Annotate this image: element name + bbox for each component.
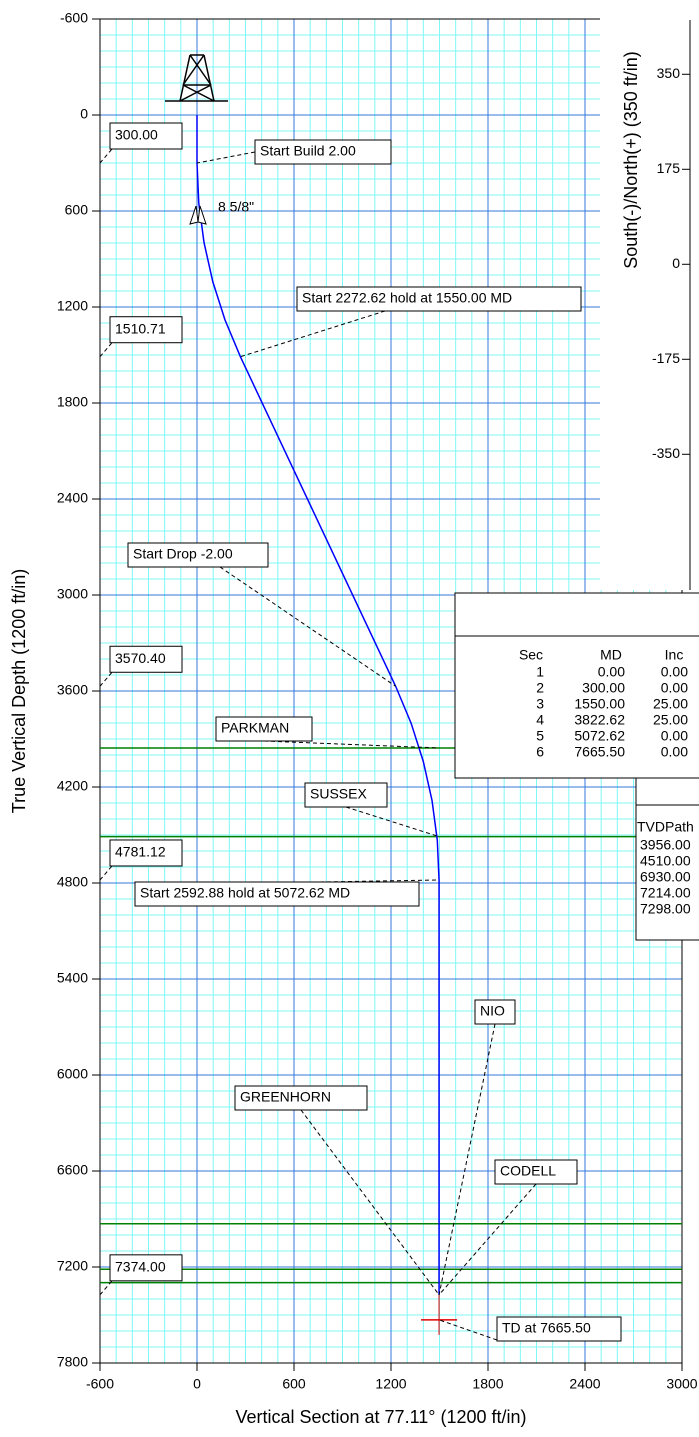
table-cell: 0.00 xyxy=(661,728,688,744)
leader xyxy=(346,807,439,837)
table-cell: 7665.50 xyxy=(574,744,625,760)
table-cell: 3822.62 xyxy=(574,712,625,728)
x-tick-label: 0 xyxy=(193,1376,201,1392)
y-tick-label: 350 xyxy=(657,65,681,81)
x-axis-title: Vertical Section at 77.11° (1200 ft/in) xyxy=(235,1407,526,1427)
casing-marker xyxy=(190,206,206,224)
depth-label: 7374.00 xyxy=(115,1259,166,1275)
annotation: Start 2592.88 hold at 5072.62 MD xyxy=(140,885,350,901)
y-axis-title: South(-)/North(+) (350 ft/in) xyxy=(621,51,641,269)
leader xyxy=(100,149,112,163)
inset-panel xyxy=(600,0,699,590)
column-header: TVDPath xyxy=(637,819,694,835)
table-cell: 25.00 xyxy=(653,696,688,712)
x-tick-label: 2400 xyxy=(569,1376,600,1392)
column-header: Sec xyxy=(519,647,543,663)
casing-label: 8 5/8" xyxy=(218,199,254,215)
x-tick-label: -600 xyxy=(86,1376,114,1392)
depth-label: 300.00 xyxy=(115,127,158,143)
annotation: Start Drop -2.00 xyxy=(133,546,233,562)
y-tick-label: 4200 xyxy=(57,778,88,794)
annotation: Start Build 2.00 xyxy=(260,143,356,159)
leader xyxy=(439,1024,495,1295)
formation-label: NIO xyxy=(480,1003,505,1019)
table-cell: 0.00 xyxy=(598,664,625,680)
y-tick-label: -175 xyxy=(652,350,680,366)
table-cell: 7298.00 xyxy=(640,901,691,917)
annotation: Start 2272.62 hold at 1550.00 MD xyxy=(302,290,512,306)
y-tick-label: 7200 xyxy=(57,1258,88,1274)
x-tick-label: 1200 xyxy=(375,1376,406,1392)
table-cell: 0.00 xyxy=(661,664,688,680)
table-cell: 6930.00 xyxy=(640,869,691,885)
y-axis-title: True Vertical Depth (1200 ft/in) xyxy=(9,569,29,813)
chart: -600 0 600 1200 1800 2400 3000 -600 0 600 1200 1800… xyxy=(0,0,699,1437)
table-cell: 25.00 xyxy=(653,712,688,728)
depth-label: 3570.40 xyxy=(115,650,166,666)
table-cell: 0.00 xyxy=(661,744,688,760)
table-cell: 3956.00 xyxy=(640,837,691,853)
table-cell: 5072.62 xyxy=(574,728,625,744)
y-tick-label: 5400 xyxy=(57,970,88,986)
formation-label: CODELL xyxy=(500,1163,556,1179)
table-cell: 7214.00 xyxy=(640,885,691,901)
table-cell: 0.00 xyxy=(661,680,688,696)
column-header: Inc xyxy=(665,647,684,663)
table-cell: 300.00 xyxy=(582,680,625,696)
formation-label: SUSSEX xyxy=(310,786,367,802)
leader xyxy=(100,672,112,686)
y-tick-label: 4800 xyxy=(57,874,88,890)
x-tick-label: 3000 xyxy=(666,1376,697,1392)
column-header: MD xyxy=(600,647,622,663)
table-cell: 1 xyxy=(536,664,544,680)
y-tick-label: 6600 xyxy=(57,1162,88,1178)
table-cell: 2 xyxy=(536,680,544,696)
annotation: TD at 7665.50 xyxy=(502,1320,591,1336)
depth-label: 4781.12 xyxy=(115,844,166,860)
formation-label: GREENHORN xyxy=(240,1089,331,1105)
y-tick-label: 6000 xyxy=(57,1066,88,1082)
y-tick-label: 600 xyxy=(65,202,89,218)
table-cell: 4 xyxy=(536,712,544,728)
table-cell: 6 xyxy=(536,744,544,760)
x-tick-label: 1800 xyxy=(472,1376,503,1392)
y-tick-label: 3000 xyxy=(57,586,88,602)
y-tick-label: 7800 xyxy=(57,1354,88,1370)
depth-label: 1510.71 xyxy=(115,320,166,336)
y-tick-label: 1800 xyxy=(57,394,88,410)
y-tick-label: 1200 xyxy=(57,298,88,314)
table-cell: 4510.00 xyxy=(640,853,691,869)
y-tick-label: 2400 xyxy=(57,490,88,506)
leader xyxy=(100,866,112,880)
leader xyxy=(197,152,255,163)
y-tick-label: 0 xyxy=(672,255,680,271)
formation-label: PARKMAN xyxy=(221,720,289,736)
y-tick-label: 0 xyxy=(80,106,88,122)
leader xyxy=(264,741,439,748)
y-tick-label: -350 xyxy=(652,445,680,461)
table-cell: 1550.00 xyxy=(574,696,625,712)
y-tick-label: 3600 xyxy=(57,682,88,698)
table-cell: 3 xyxy=(536,696,544,712)
y-tick-label: 175 xyxy=(657,160,681,176)
y-tick-label: -600 xyxy=(60,10,88,26)
table-cell: 5 xyxy=(536,728,544,744)
x-tick-label: 600 xyxy=(282,1376,306,1392)
